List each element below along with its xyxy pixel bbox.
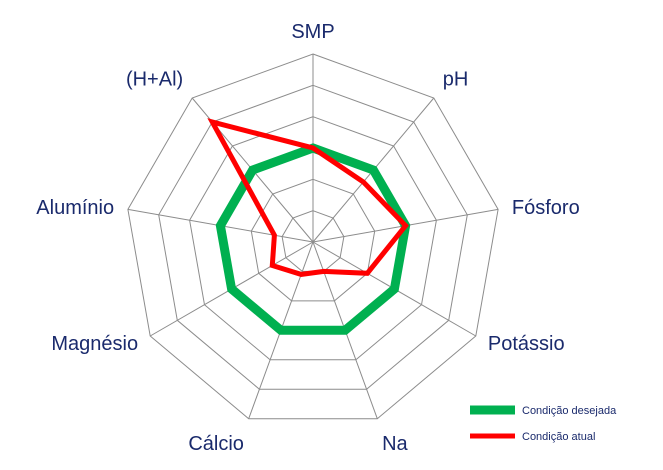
axis-label-na: Na	[382, 433, 408, 455]
legend-label-condicao-atual: Condição atual	[522, 431, 595, 443]
axis-labels: SMP pH Fósforo Potássio Na Cálcio Magnésio Alum…	[36, 21, 579, 455]
legend-label-condicao-desejada: Condição desejada	[522, 405, 617, 417]
grid-ring	[189, 116, 437, 361]
axis-label-smp: SMP	[291, 21, 334, 43]
axis-label-potassio: Potássio	[488, 333, 565, 355]
grid-ring	[158, 84, 468, 390]
axis-label-fosforo: Fósforo	[512, 197, 580, 219]
axis-label-magnesio: Magnésio	[51, 333, 138, 355]
series-lines	[207, 118, 411, 335]
axis-label-aluminio: Alumínio	[36, 197, 114, 219]
radar-grid	[127, 53, 499, 420]
axis-label-h-al: (H+Al)	[126, 68, 183, 90]
series-line-condicao-atual	[207, 118, 409, 277]
grid-ring	[127, 53, 499, 420]
legend: Condição desejada Condição atual	[470, 405, 617, 443]
axis-label-calcio: Cálcio	[188, 433, 244, 455]
series-line-condicao-desejada	[215, 143, 411, 335]
axis-label-ph: pH	[443, 68, 469, 90]
